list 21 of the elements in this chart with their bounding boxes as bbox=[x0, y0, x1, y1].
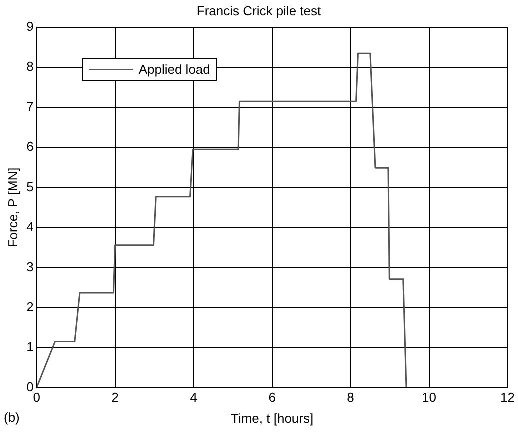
y-tick-label: 0 bbox=[26, 379, 34, 394]
x-tick-label: 8 bbox=[347, 390, 354, 406]
y-tick-label: 2 bbox=[26, 299, 34, 314]
x-axis-title: Time, t [hours] bbox=[230, 410, 314, 426]
y-tick-label: 9 bbox=[26, 19, 34, 34]
y-tick-label: 1 bbox=[26, 339, 34, 354]
legend-label: Applied load bbox=[138, 62, 210, 77]
y-tick-label: 8 bbox=[26, 59, 34, 74]
x-tick-label: 2 bbox=[112, 390, 119, 406]
y-axis-title: Force, P [MN] bbox=[5, 168, 20, 248]
x-tick-label: 12 bbox=[500, 390, 516, 406]
y-tick-label: 6 bbox=[26, 139, 34, 154]
y-tick-label: 3 bbox=[26, 259, 34, 274]
x-tick-label: 6 bbox=[268, 390, 276, 406]
y-tick-label: 4 bbox=[26, 219, 34, 234]
y-tick-label: 7 bbox=[26, 99, 34, 114]
x-tick-label: 4 bbox=[190, 390, 198, 406]
y-tick-label: 5 bbox=[26, 179, 34, 194]
x-tick-label: 10 bbox=[422, 390, 437, 406]
chart-title: Francis Crick pile test bbox=[196, 3, 322, 18]
text: (b) bbox=[4, 410, 20, 425]
